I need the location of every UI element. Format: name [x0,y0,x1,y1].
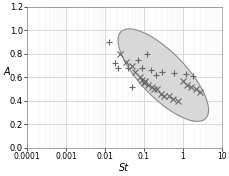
Y-axis label: A: A [3,67,10,77]
Polygon shape [117,29,208,121]
X-axis label: St: St [119,162,129,172]
